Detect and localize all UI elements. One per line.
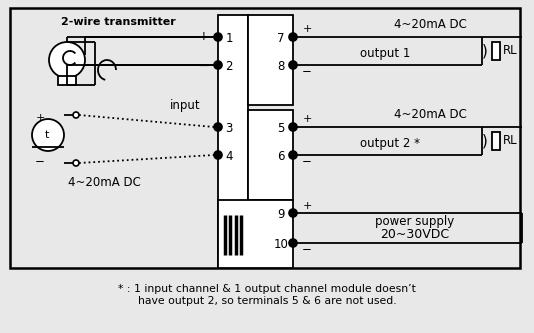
Text: 3: 3	[225, 122, 233, 135]
Circle shape	[32, 119, 64, 151]
Bar	[58, 76, 76, 85]
Circle shape	[289, 239, 297, 247]
Text: +: +	[199, 30, 209, 43]
Text: −: −	[302, 156, 312, 168]
Text: 9: 9	[277, 207, 285, 220]
Circle shape	[49, 42, 85, 78]
Text: 4~20mA DC: 4~20mA DC	[394, 19, 466, 32]
Text: 8: 8	[277, 60, 285, 73]
Circle shape	[289, 123, 297, 131]
Text: output 2 *: output 2 *	[360, 137, 420, 150]
Text: +: +	[302, 114, 312, 124]
Bar	[218, 200, 293, 268]
Text: −: −	[302, 66, 312, 79]
Text: 7: 7	[277, 32, 285, 45]
Text: −: −	[199, 60, 209, 73]
Circle shape	[289, 33, 297, 41]
Text: * : 1 input channel & 1 output channel module doesn’t
have output 2, so terminal: * : 1 input channel & 1 output channel m…	[118, 284, 416, 306]
Text: −: −	[35, 156, 45, 168]
Text: +: +	[302, 201, 312, 211]
Text: 4: 4	[225, 150, 233, 163]
Text: 20~30VDC: 20~30VDC	[380, 228, 450, 241]
Text: +: +	[302, 24, 312, 34]
Bar	[10, 8, 520, 268]
Circle shape	[289, 209, 297, 217]
Circle shape	[73, 160, 79, 166]
Text: 6: 6	[277, 150, 285, 163]
Text: +: +	[35, 113, 45, 123]
Bar	[492, 42, 500, 60]
Circle shape	[214, 61, 222, 69]
Circle shape	[289, 61, 297, 69]
Text: 2: 2	[225, 60, 233, 73]
Text: input: input	[170, 99, 200, 112]
Bar	[218, 15, 248, 268]
Text: −: −	[302, 243, 312, 256]
Bar	[248, 15, 293, 105]
Circle shape	[289, 151, 297, 159]
Text: RL: RL	[503, 135, 517, 148]
Circle shape	[214, 123, 222, 131]
Text: 4~20mA DC: 4~20mA DC	[394, 109, 466, 122]
Text: output 1: output 1	[360, 47, 410, 60]
Text: 1: 1	[225, 32, 233, 45]
Text: t: t	[45, 130, 49, 140]
Text: ): )	[482, 44, 488, 59]
Text: 5: 5	[277, 122, 285, 135]
Text: 10: 10	[273, 237, 288, 250]
Circle shape	[214, 151, 222, 159]
Text: RL: RL	[503, 45, 517, 58]
Text: power supply: power supply	[375, 214, 454, 227]
Bar	[492, 132, 500, 150]
Bar	[248, 110, 293, 200]
Text: ): )	[482, 134, 488, 149]
Circle shape	[73, 112, 79, 118]
Text: 4~20mA DC: 4~20mA DC	[68, 176, 141, 189]
Circle shape	[214, 33, 222, 41]
Text: 2-wire transmitter: 2-wire transmitter	[61, 17, 175, 27]
